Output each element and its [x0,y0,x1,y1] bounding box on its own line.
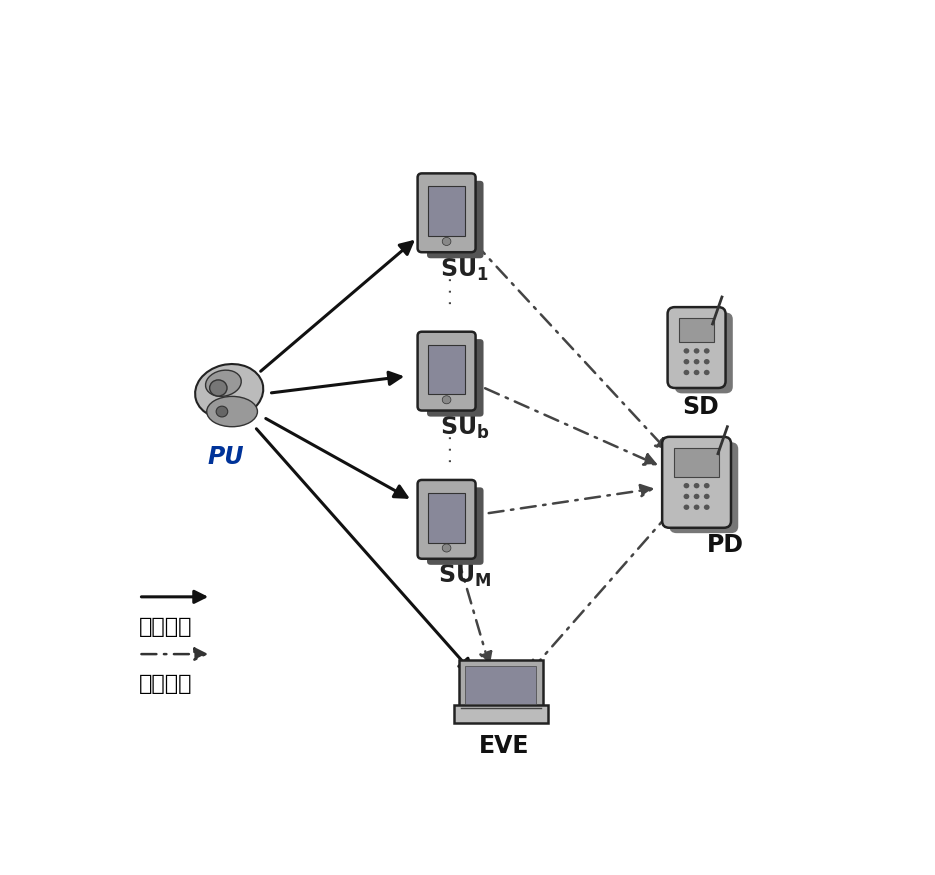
FancyBboxPatch shape [418,332,476,410]
FancyBboxPatch shape [675,312,733,394]
Circle shape [442,544,451,552]
Text: PD: PD [707,533,744,556]
FancyBboxPatch shape [453,705,548,723]
Circle shape [216,406,228,417]
Ellipse shape [206,370,241,396]
Circle shape [694,370,699,375]
FancyBboxPatch shape [427,340,483,416]
Circle shape [704,493,710,499]
Circle shape [442,237,451,246]
Text: $\mathbf{SU_M}$: $\mathbf{SU_M}$ [438,564,492,590]
Circle shape [683,359,689,364]
Ellipse shape [207,396,257,427]
Circle shape [683,348,689,354]
Circle shape [704,370,710,375]
Circle shape [704,483,710,488]
Circle shape [694,348,699,354]
Text: $\mathbf{SU_1}$: $\mathbf{SU_1}$ [440,256,489,283]
Text: EVE: EVE [480,733,530,758]
FancyBboxPatch shape [427,493,466,542]
Circle shape [704,348,710,354]
Circle shape [209,380,227,396]
Circle shape [683,483,689,488]
Circle shape [704,359,710,364]
FancyBboxPatch shape [418,480,476,559]
Circle shape [704,505,710,510]
Text: $\mathbf{SU_b}$: $\mathbf{SU_b}$ [439,415,490,441]
FancyBboxPatch shape [662,437,731,528]
Circle shape [683,370,689,375]
Text: . . .: . . . [438,276,455,304]
Circle shape [683,493,689,499]
FancyBboxPatch shape [427,487,483,565]
Text: 干扰信号: 干扰信号 [138,675,192,695]
Text: PU: PU [208,445,244,469]
Circle shape [442,396,451,403]
FancyBboxPatch shape [679,318,714,342]
Text: . . .: . . . [438,434,455,463]
Ellipse shape [195,364,264,418]
Circle shape [694,493,699,499]
FancyBboxPatch shape [669,442,739,533]
Circle shape [694,359,699,364]
Text: 数据链路: 数据链路 [138,617,192,637]
FancyBboxPatch shape [427,181,483,258]
FancyBboxPatch shape [466,666,537,704]
FancyBboxPatch shape [459,660,543,710]
FancyBboxPatch shape [427,186,466,236]
Text: SD: SD [682,395,719,419]
FancyBboxPatch shape [674,448,719,477]
FancyBboxPatch shape [427,345,466,395]
FancyBboxPatch shape [668,307,726,388]
Circle shape [683,505,689,510]
FancyBboxPatch shape [418,173,476,252]
Circle shape [694,505,699,510]
Circle shape [694,483,699,488]
